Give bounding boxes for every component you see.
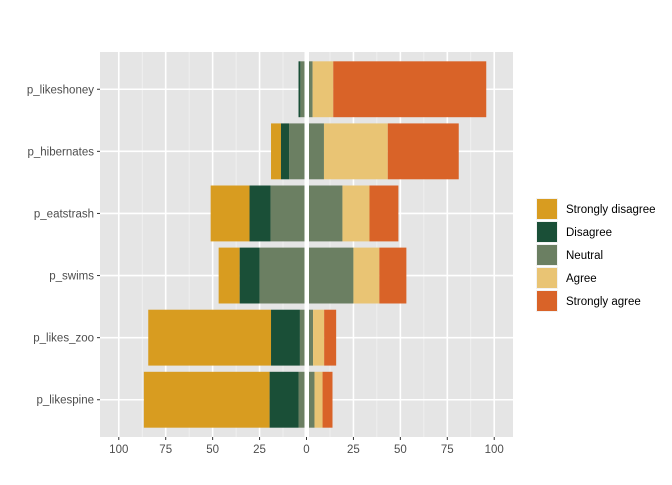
x-tick-label: 50 bbox=[206, 444, 219, 456]
x-tick-label: 100 bbox=[109, 444, 128, 456]
bar-segment-strongly-disagree bbox=[210, 185, 250, 242]
bar-segment-strongly-disagree bbox=[218, 247, 240, 304]
bar-segment-agree bbox=[353, 247, 380, 304]
legend-label: Strongly disagree bbox=[566, 204, 656, 216]
bar-group-p_swims bbox=[218, 247, 407, 304]
bar-segment-strongly-agree bbox=[322, 371, 333, 428]
x-tick-label: 50 bbox=[394, 444, 407, 456]
bar-group-p_hibernates bbox=[271, 123, 459, 180]
bar-segment-strongly-agree bbox=[387, 123, 459, 180]
y-tick-label: p_likeshoney bbox=[27, 84, 94, 96]
legend-item: Disagree bbox=[536, 221, 612, 243]
legend-label: Agree bbox=[566, 273, 597, 285]
bar-segment-strongly-agree bbox=[333, 61, 487, 118]
bar-segment-strongly-agree bbox=[324, 309, 337, 366]
legend-label: Disagree bbox=[566, 227, 612, 239]
bar-segment-agree bbox=[342, 185, 370, 242]
legend-item: Strongly disagree bbox=[536, 198, 656, 220]
y-tick-label: p_swims bbox=[49, 271, 94, 283]
y-tick-label: p_likespine bbox=[36, 395, 94, 407]
bar-segment-strongly-disagree bbox=[271, 123, 281, 180]
legend-swatch bbox=[537, 222, 557, 242]
legend-swatch bbox=[537, 268, 557, 288]
legend-swatch bbox=[537, 291, 557, 311]
bar-segment-disagree bbox=[239, 247, 260, 304]
x-tick-label: 100 bbox=[485, 444, 504, 456]
bar-segment-agree bbox=[313, 309, 325, 366]
legend-item: Neutral bbox=[536, 244, 603, 266]
x-tick-label: 0 bbox=[303, 444, 309, 456]
zero-line bbox=[304, 52, 309, 437]
bar-group-p_likespine bbox=[143, 371, 333, 428]
bar-segment-disagree bbox=[269, 371, 299, 428]
legend-swatch bbox=[537, 245, 557, 265]
bar-segment-strongly-disagree bbox=[148, 309, 272, 366]
bar-segment-agree bbox=[312, 61, 334, 118]
x-tick-label: 75 bbox=[159, 444, 172, 456]
y-tick-label: p_likes_zoo bbox=[33, 333, 94, 345]
y-tick-label: p_eatstrash bbox=[34, 208, 94, 220]
bar-segment-strongly-agree bbox=[369, 185, 399, 242]
x-axis: 100 75 50 25 0 25 50 75 100 bbox=[109, 437, 504, 456]
bar-group-p_likes_zoo bbox=[148, 309, 337, 366]
x-tick-label: 25 bbox=[253, 444, 266, 456]
bar-segment-disagree bbox=[280, 123, 290, 180]
legend-label: Neutral bbox=[566, 250, 603, 262]
bars bbox=[143, 61, 487, 428]
bar-group-p_likeshoney bbox=[298, 61, 487, 118]
bar-segment-disagree bbox=[298, 61, 301, 118]
bar-segment-disagree bbox=[271, 309, 300, 366]
y-tick-label: p_hibernates bbox=[28, 146, 95, 158]
legend-label: Strongly agree bbox=[566, 296, 641, 308]
bar-segment-strongly-disagree bbox=[143, 371, 270, 428]
bar-segment-agree bbox=[314, 371, 323, 428]
bar-segment-strongly-agree bbox=[379, 247, 407, 304]
legend-item: Strongly agree bbox=[536, 290, 641, 312]
bar-segment-agree bbox=[323, 123, 388, 180]
legend: Strongly disagree Disagree Neutral Agree Str… bbox=[536, 198, 656, 312]
legend-item: Agree bbox=[536, 267, 597, 289]
bar-group-p_eatstrash bbox=[210, 185, 399, 242]
x-tick-label: 25 bbox=[347, 444, 360, 456]
bar-segment-disagree bbox=[249, 185, 271, 242]
x-tick-label: 75 bbox=[441, 444, 454, 456]
y-axis: p_likespine p_likes_zoo p_swims p_eatstrash… bbox=[27, 84, 100, 407]
legend-swatch bbox=[537, 199, 557, 219]
